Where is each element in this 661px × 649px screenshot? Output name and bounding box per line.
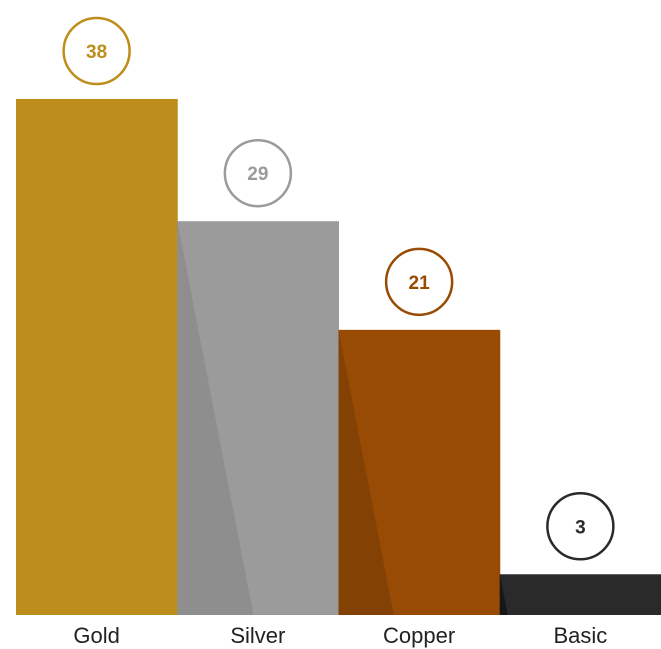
bar-shadow-basic: [499, 574, 508, 615]
value-label-gold: 38: [86, 42, 107, 63]
value-label-silver: 29: [247, 164, 268, 185]
value-badge-copper: [384, 247, 454, 317]
category-label-basic: Basic: [553, 623, 607, 648]
value-badge-basic: [546, 492, 615, 561]
category-labels: Gold Silver Copper Basic: [73, 623, 607, 648]
bars: [16, 99, 661, 616]
bar-basic: [499, 574, 661, 615]
value-badge-silver: [223, 138, 293, 208]
bar-shadow-silver: [177, 221, 254, 616]
value-label-basic: 3: [575, 517, 586, 538]
category-label-silver: Silver: [230, 623, 285, 648]
value-label-copper: 21: [409, 273, 431, 294]
category-label-copper: Copper: [383, 623, 455, 648]
category-label-gold: Gold: [73, 623, 119, 648]
value-badges: 38 29 21 3: [62, 16, 615, 561]
bar-gold: [16, 99, 178, 615]
bar-shadow-copper: [338, 329, 394, 615]
value-badge-gold: [62, 16, 131, 86]
